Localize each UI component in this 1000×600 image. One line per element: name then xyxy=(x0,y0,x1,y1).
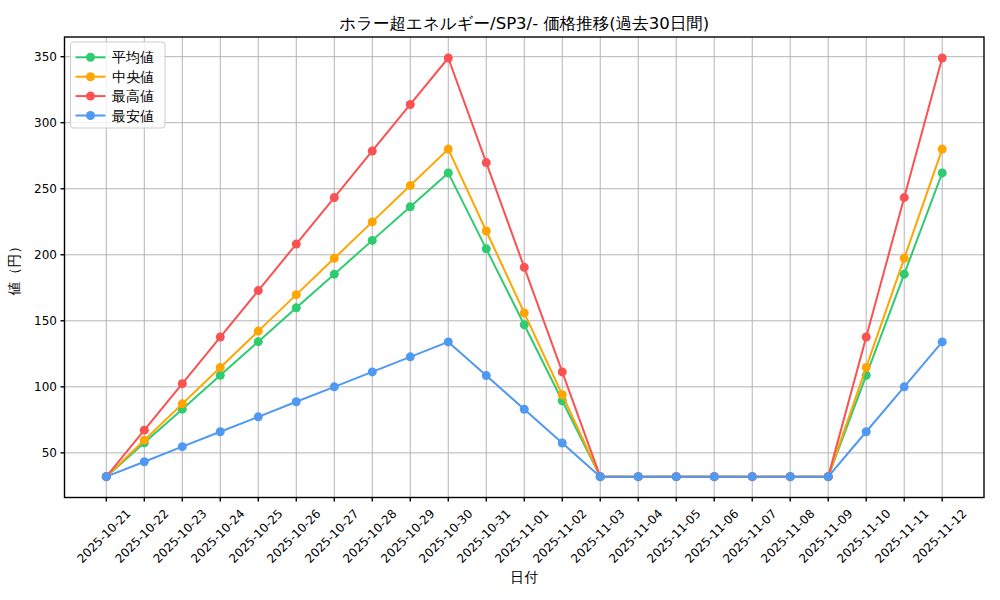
y-tick-label: 350 xyxy=(34,50,57,64)
legend-marker-highest xyxy=(86,92,95,101)
price-history-chart: 50 100 150 200 250 300 350 2025-10-212025-10-22… xyxy=(0,0,1000,600)
marker-median xyxy=(254,327,263,336)
marker-median xyxy=(140,436,149,445)
marker-highest xyxy=(938,53,947,62)
x-axis-ticks: 2025-10-212025-10-222025-10-232025-10-24… xyxy=(74,498,969,566)
y-tick-label: 100 xyxy=(34,380,57,394)
marker-highest xyxy=(140,426,149,435)
marker-highest xyxy=(216,333,225,342)
legend-marker-average xyxy=(86,53,95,62)
marker-lowest xyxy=(634,472,643,481)
marker-highest xyxy=(862,333,871,342)
marker-median xyxy=(482,226,491,235)
legend-label-lowest: 最安値 xyxy=(111,108,154,124)
marker-lowest xyxy=(748,472,757,481)
marker-highest xyxy=(520,263,529,272)
y-tick-label: 300 xyxy=(34,116,57,130)
marker-highest xyxy=(406,100,415,109)
marker-median xyxy=(292,290,301,299)
marker-median xyxy=(368,217,377,226)
marker-median xyxy=(330,254,339,263)
marker-highest xyxy=(368,146,377,155)
marker-median xyxy=(520,308,529,317)
marker-median xyxy=(216,363,225,372)
marker-highest xyxy=(178,379,187,388)
marker-lowest xyxy=(330,382,339,391)
y-tick-label: 150 xyxy=(34,314,57,328)
marker-lowest xyxy=(710,472,719,481)
marker-average xyxy=(938,168,947,177)
marker-average xyxy=(406,202,415,211)
marker-average xyxy=(216,371,225,380)
marker-lowest xyxy=(178,442,187,451)
marker-lowest xyxy=(292,397,301,406)
marker-average xyxy=(330,270,339,279)
marker-highest xyxy=(558,367,567,376)
marker-median xyxy=(900,254,909,263)
marker-lowest xyxy=(254,412,263,421)
marker-lowest xyxy=(520,405,529,414)
marker-median xyxy=(444,145,453,154)
marker-highest xyxy=(254,286,263,295)
marker-lowest xyxy=(140,457,149,466)
y-axis-label: 値（円） xyxy=(6,240,22,296)
marker-lowest xyxy=(862,427,871,436)
marker-median xyxy=(558,390,567,399)
marker-lowest xyxy=(368,367,377,376)
marker-highest xyxy=(482,158,491,167)
marker-average xyxy=(482,244,491,253)
marker-highest xyxy=(900,193,909,202)
marker-median xyxy=(862,363,871,372)
marker-median xyxy=(178,399,187,408)
y-tick-label: 250 xyxy=(34,182,57,196)
chart-title: ホラー超エネルギー/SP3/- 価格推移(過去30日間) xyxy=(339,14,709,33)
marker-average xyxy=(368,236,377,245)
marker-lowest xyxy=(558,438,567,447)
marker-highest xyxy=(444,53,453,62)
marker-lowest xyxy=(596,472,605,481)
legend-label-average: 平均値 xyxy=(112,49,154,65)
marker-lowest xyxy=(444,337,453,346)
marker-lowest xyxy=(406,352,415,361)
x-axis-label: 日付 xyxy=(510,569,538,585)
marker-lowest xyxy=(938,337,947,346)
legend-marker-lowest xyxy=(86,111,95,120)
marker-median xyxy=(406,181,415,190)
marker-lowest xyxy=(900,382,909,391)
marker-lowest xyxy=(102,472,111,481)
marker-median xyxy=(938,145,947,154)
y-tick-label: 200 xyxy=(34,248,57,262)
legend-marker-median xyxy=(86,72,95,81)
legend: 平均値中央値最高値最安値 xyxy=(71,42,166,128)
marker-lowest xyxy=(786,472,795,481)
legend-label-highest: 最高値 xyxy=(111,88,154,104)
y-axis-ticks: 50 100 150 200 250 300 350 xyxy=(34,50,64,460)
marker-lowest xyxy=(672,472,681,481)
y-tick-label: 50 xyxy=(42,446,57,460)
marker-lowest xyxy=(216,427,225,436)
marker-highest xyxy=(292,240,301,249)
marker-average xyxy=(292,303,301,312)
chart-canvas: 50 100 150 200 250 300 350 2025-10-212025-10-22… xyxy=(0,0,1000,600)
marker-average xyxy=(444,168,453,177)
legend-label-median: 中央値 xyxy=(112,69,154,85)
marker-lowest xyxy=(482,371,491,380)
marker-lowest xyxy=(824,472,833,481)
marker-highest xyxy=(330,193,339,202)
marker-average xyxy=(900,270,909,279)
marker-average xyxy=(254,337,263,346)
